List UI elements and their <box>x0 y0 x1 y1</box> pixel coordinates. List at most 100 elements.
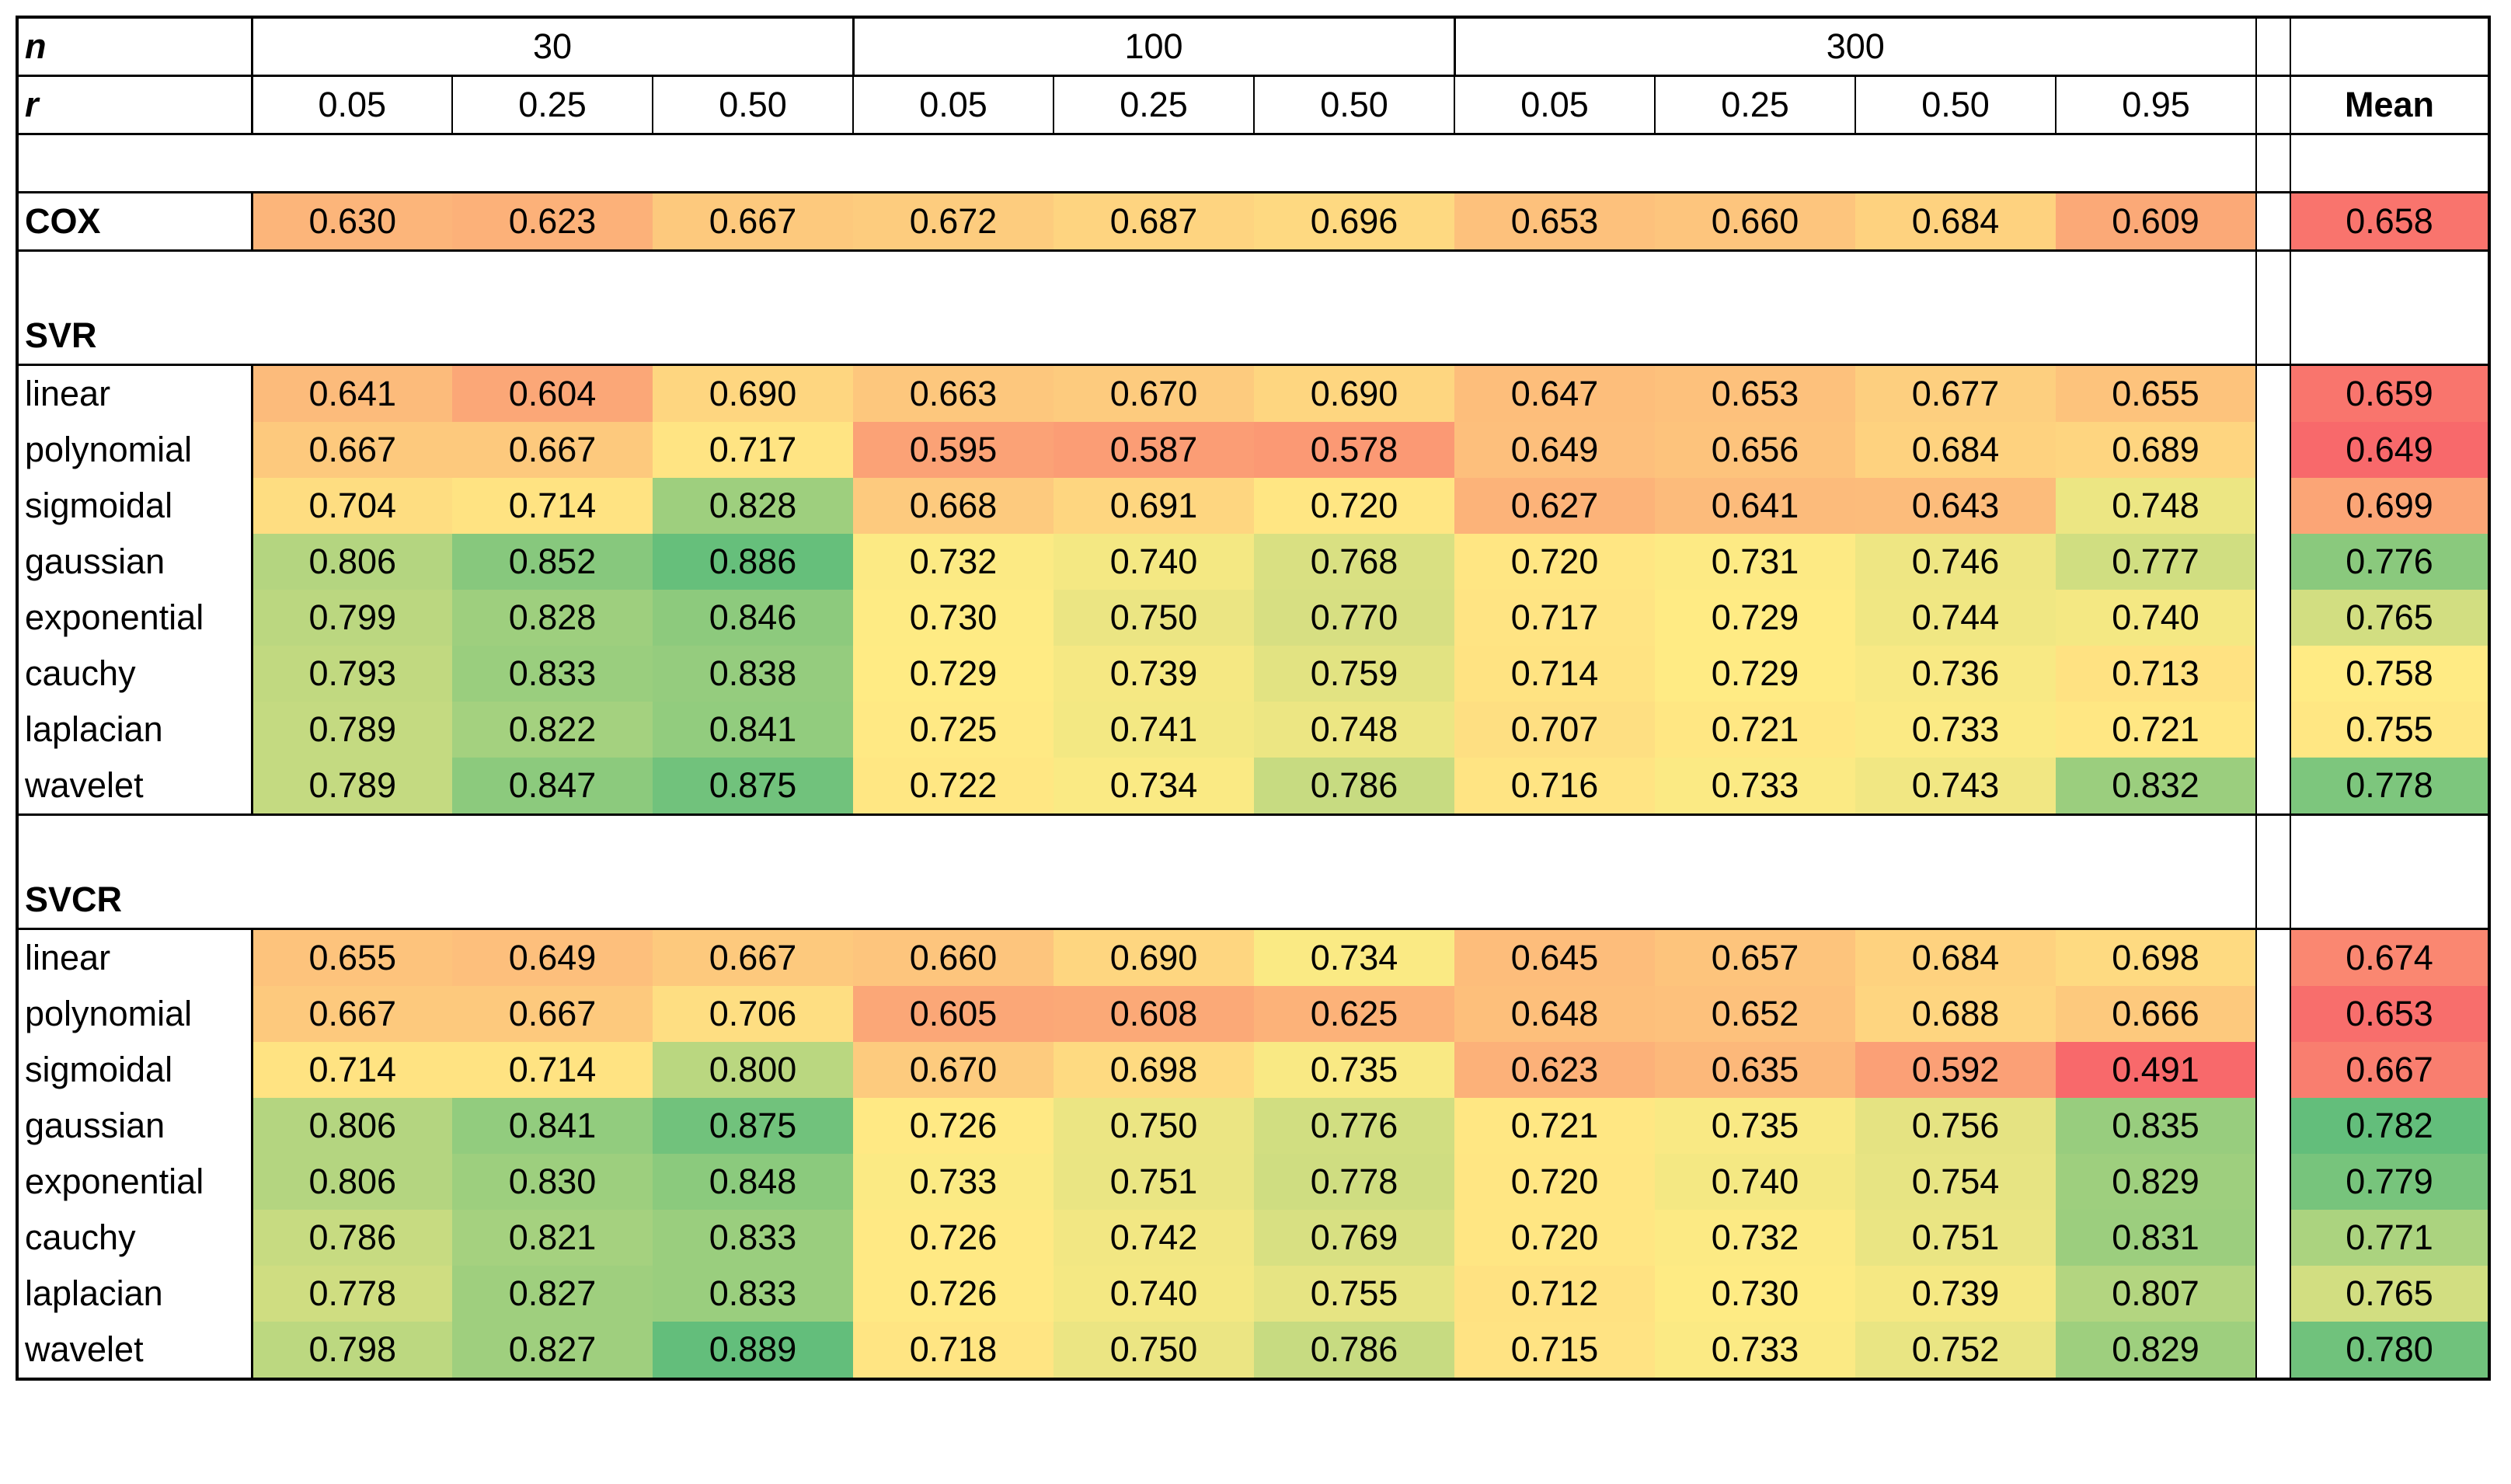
row-label: exponential <box>17 590 253 646</box>
mean-value-cell: 0.765 <box>2290 590 2489 646</box>
data-row: cauchy 0.793 0.833 0.838 0.729 0.739 0.759 0.71… <box>17 646 2489 702</box>
value-cell: 0.789 <box>252 758 452 816</box>
data-row: laplacian 0.789 0.822 0.841 0.725 0.741 0.748 0… <box>17 702 2489 758</box>
data-row: linear 0.655 0.649 0.667 0.660 0.690 0.734 0.64… <box>17 928 2489 986</box>
row-label: COX <box>17 191 253 252</box>
row-label: wavelet <box>17 1322 253 1381</box>
row-label: sigmoidal <box>17 478 253 534</box>
row-label: linear <box>17 928 253 986</box>
value-cell: 0.660 <box>853 928 1054 986</box>
row-label: gaussian <box>17 534 253 590</box>
row-label: laplacian <box>17 1266 253 1322</box>
value-cell: 0.735 <box>1655 1098 1855 1154</box>
value-cell: 0.608 <box>1054 986 1254 1042</box>
value-cell: 0.786 <box>1254 758 1454 816</box>
value-cell: 0.751 <box>1054 1154 1254 1210</box>
value-cell: 0.691 <box>1054 478 1254 534</box>
header-r-value: 0.25 <box>1654 75 1855 135</box>
value-cell: 0.714 <box>452 478 653 534</box>
value-cell: 0.835 <box>2056 1098 2256 1154</box>
value-cell: 0.735 <box>1254 1042 1454 1098</box>
value-cell: 0.829 <box>2056 1322 2256 1381</box>
value-cell: 0.828 <box>653 478 853 534</box>
row-label: cauchy <box>17 1210 253 1266</box>
mean-value-cell: 0.758 <box>2290 646 2489 702</box>
value-cell: 0.789 <box>252 702 452 758</box>
value-cell: 0.734 <box>1054 758 1254 816</box>
mean-column-cell <box>2290 814 2489 872</box>
value-cell: 0.730 <box>853 590 1054 646</box>
value-cell: 0.830 <box>452 1154 653 1210</box>
value-cell: 0.667 <box>252 986 452 1042</box>
value-cell: 0.725 <box>853 702 1054 758</box>
value-cell: 0.672 <box>853 191 1054 252</box>
mean-value-cell: 0.653 <box>2290 986 2489 1042</box>
value-cell: 0.739 <box>1054 646 1254 702</box>
header-row-r: r 0.05 0.25 0.50 0.05 0.25 0.50 0.05 0.25 0.50 0.9… <box>17 75 2489 135</box>
column-separator <box>2255 1210 2290 1266</box>
value-cell: 0.821 <box>452 1210 653 1266</box>
value-cell: 0.838 <box>653 646 853 702</box>
value-cell: 0.718 <box>853 1322 1054 1381</box>
mean-header: Mean <box>2290 75 2489 135</box>
value-cell: 0.667 <box>653 928 853 986</box>
column-separator <box>2255 1266 2290 1322</box>
value-cell: 0.656 <box>1655 422 1855 478</box>
value-cell: 0.755 <box>1254 1266 1454 1322</box>
mean-value-cell: 0.782 <box>2290 1098 2489 1154</box>
spacer-row <box>17 814 2489 872</box>
data-row: wavelet 0.789 0.847 0.875 0.722 0.734 0.786 0.7… <box>17 758 2489 816</box>
mean-column-cell <box>2290 250 2489 308</box>
value-cell: 0.806 <box>252 1154 452 1210</box>
value-cell: 0.751 <box>1855 1210 2056 1266</box>
data-row: wavelet 0.798 0.827 0.889 0.718 0.750 0.786 0.7… <box>17 1322 2489 1381</box>
column-separator <box>2255 478 2290 534</box>
value-cell: 0.625 <box>1254 986 1454 1042</box>
spacer-row <box>17 134 2489 193</box>
column-separator <box>2255 928 2290 986</box>
header-r-value: 0.25 <box>1053 75 1254 135</box>
row-label: sigmoidal <box>17 1042 253 1098</box>
value-cell: 0.722 <box>853 758 1054 816</box>
value-cell: 0.733 <box>1655 758 1855 816</box>
header-r-value: 0.05 <box>251 75 452 135</box>
value-cell: 0.595 <box>853 422 1054 478</box>
value-cell: 0.777 <box>2056 534 2256 590</box>
row-label: polynomial <box>17 422 253 478</box>
value-cell: 0.690 <box>1054 928 1254 986</box>
value-cell: 0.778 <box>252 1266 452 1322</box>
data-row: sigmoidal 0.704 0.714 0.828 0.668 0.691 0.720 0… <box>17 478 2489 534</box>
column-separator <box>2255 646 2290 702</box>
row-label: wavelet <box>17 758 253 816</box>
value-cell: 0.670 <box>1054 364 1254 422</box>
mean-value-cell: 0.649 <box>2290 422 2489 478</box>
value-cell: 0.732 <box>1655 1210 1855 1266</box>
value-cell: 0.641 <box>1655 478 1855 534</box>
value-cell: 0.733 <box>853 1154 1054 1210</box>
section-title-row: SVR <box>17 308 2489 365</box>
value-cell: 0.798 <box>252 1322 452 1381</box>
value-cell: 0.609 <box>2056 191 2256 252</box>
mean-column-cell <box>2290 308 2489 365</box>
header-r-value: 0.05 <box>1454 75 1655 135</box>
value-cell: 0.652 <box>1655 986 1855 1042</box>
value-cell: 0.740 <box>1655 1154 1855 1210</box>
column-separator <box>2255 1042 2290 1098</box>
value-cell: 0.635 <box>1655 1042 1855 1098</box>
value-cell: 0.729 <box>1655 646 1855 702</box>
value-cell: 0.716 <box>1454 758 1655 816</box>
value-cell: 0.688 <box>1855 986 2056 1042</box>
value-cell: 0.643 <box>1855 478 2056 534</box>
column-separator <box>2255 534 2290 590</box>
value-cell: 0.807 <box>2056 1266 2256 1322</box>
row-label: exponential <box>17 1154 253 1210</box>
value-cell: 0.846 <box>653 590 853 646</box>
value-cell: 0.648 <box>1454 986 1655 1042</box>
value-cell: 0.776 <box>1254 1098 1454 1154</box>
value-cell: 0.627 <box>1454 478 1655 534</box>
value-cell: 0.690 <box>653 364 853 422</box>
mean-value-cell: 0.765 <box>2290 1266 2489 1322</box>
value-cell: 0.832 <box>2056 758 2256 816</box>
value-cell: 0.828 <box>452 590 653 646</box>
value-cell: 0.649 <box>452 928 653 986</box>
